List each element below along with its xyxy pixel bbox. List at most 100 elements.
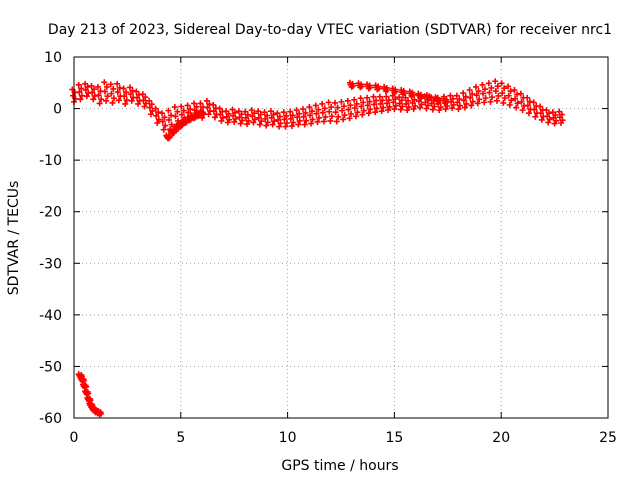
data-point: [104, 93, 111, 100]
data-point: [454, 99, 461, 106]
data-point: [135, 100, 142, 107]
y-tick-label: -20: [39, 205, 62, 221]
data-point: [242, 108, 249, 115]
data-point: [197, 108, 204, 115]
data-point: [469, 98, 476, 105]
data-point: [422, 99, 429, 106]
data-point: [340, 116, 347, 123]
x-tick-label: 15: [385, 430, 403, 446]
y-tick-label: 10: [44, 50, 62, 66]
data-point: [142, 94, 149, 101]
x-tick-label: 20: [492, 430, 510, 446]
data-point: [79, 381, 86, 388]
data-point: [101, 88, 108, 95]
data-point: [352, 113, 359, 120]
data-point: [133, 88, 140, 95]
data-point: [512, 95, 519, 102]
data-point: [398, 87, 405, 94]
data-point: [302, 109, 309, 116]
data-point: [82, 87, 89, 94]
data-point: [481, 86, 488, 93]
data-point: [327, 117, 334, 124]
data-point: [172, 113, 179, 120]
data-point: [332, 109, 339, 116]
data-point: [232, 115, 239, 122]
data-point: [155, 116, 162, 123]
data-point: [210, 101, 217, 108]
data-point: [364, 94, 371, 101]
data-point: [244, 121, 251, 128]
data-point: [314, 118, 321, 125]
series-2: [163, 108, 207, 142]
data-point: [312, 102, 319, 109]
data-point: [75, 81, 82, 88]
data-point: [153, 112, 160, 119]
data-point: [245, 117, 252, 124]
data-point: [359, 111, 366, 118]
data-point: [250, 119, 257, 126]
data-point: [110, 95, 117, 102]
data-point: [306, 104, 313, 111]
data-point: [176, 120, 183, 127]
data-point: [193, 103, 200, 110]
data-point: [127, 91, 134, 98]
data-point: [276, 123, 283, 130]
data-point: [505, 92, 512, 99]
data-point: [461, 104, 468, 111]
data-point: [89, 89, 96, 96]
data-point: [86, 400, 93, 407]
data-layer: [69, 78, 566, 418]
data-point: [146, 104, 153, 111]
data-point: [263, 122, 270, 129]
data-point: [455, 106, 462, 113]
data-point: [391, 106, 398, 113]
data-point: [107, 81, 114, 88]
data-point: [178, 111, 185, 118]
data-point: [307, 112, 314, 119]
data-point: [289, 112, 296, 119]
data-point: [328, 104, 335, 111]
data-point: [274, 110, 281, 117]
data-point: [180, 116, 187, 123]
data-point: [122, 100, 129, 107]
data-point: [296, 117, 303, 124]
data-point: [232, 109, 239, 116]
data-point: [429, 106, 436, 113]
data-point: [501, 94, 508, 101]
data-point: [255, 108, 262, 115]
data-point: [498, 80, 505, 87]
data-point: [546, 116, 553, 123]
data-point: [500, 99, 507, 106]
data-point: [301, 121, 308, 128]
data-point: [269, 121, 276, 128]
data-point: [449, 105, 456, 112]
data-point: [411, 96, 418, 103]
data-point: [69, 92, 76, 99]
data-point: [462, 93, 469, 100]
data-point: [495, 92, 502, 99]
data-point: [313, 110, 320, 117]
data-point: [372, 109, 379, 116]
data-point: [346, 79, 353, 86]
data-point: [338, 98, 345, 105]
data-point: [283, 120, 290, 127]
data-point: [472, 83, 479, 90]
data-point: [159, 110, 166, 117]
data-point: [180, 107, 187, 114]
data-point: [530, 99, 537, 106]
data-point: [77, 96, 84, 103]
data-point: [82, 388, 89, 395]
data-point: [514, 100, 521, 107]
data-point: [482, 94, 489, 101]
data-point: [191, 107, 198, 114]
data-point: [463, 100, 470, 107]
data-point: [449, 95, 456, 102]
data-point: [126, 84, 133, 91]
data-point: [507, 88, 514, 95]
x-tick-label: 25: [599, 430, 617, 446]
data-point: [468, 102, 475, 109]
data-point: [84, 394, 91, 401]
data-point: [309, 116, 316, 123]
series-1: [346, 79, 451, 106]
